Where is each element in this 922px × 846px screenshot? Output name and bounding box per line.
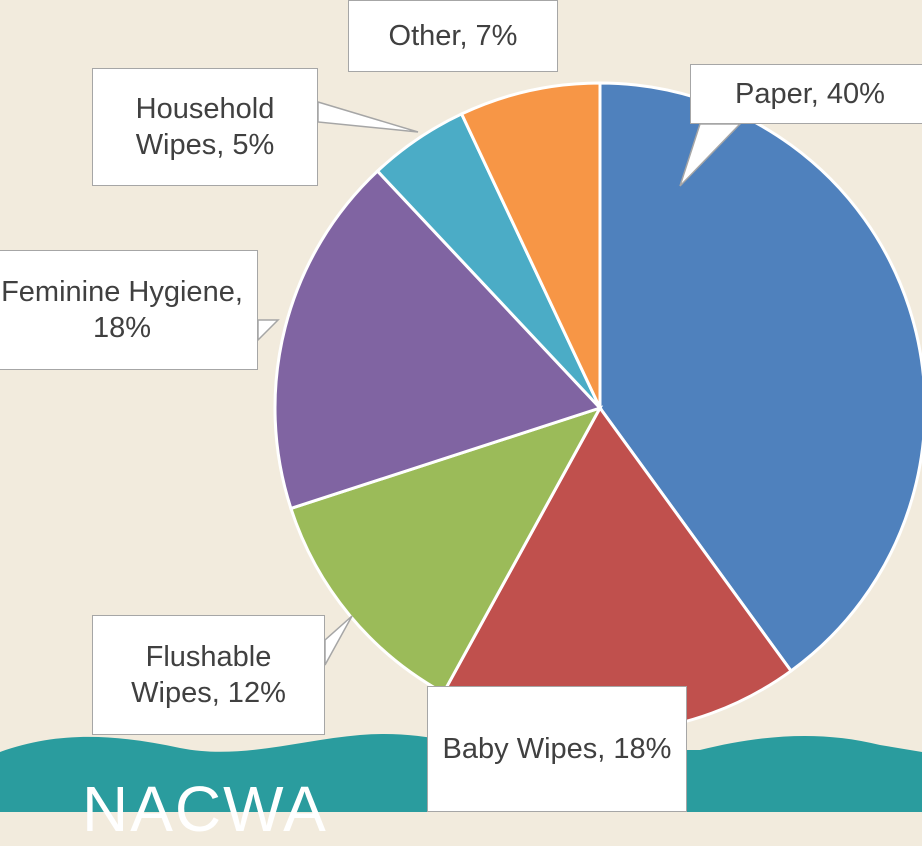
data-label: Other, 7% <box>348 0 558 72</box>
logo: NACWA <box>82 773 328 845</box>
callout-tails <box>257 100 742 666</box>
data-label: Paper, 40% <box>690 64 922 124</box>
pie-slice <box>273 168 603 511</box>
pie-slice <box>289 405 604 695</box>
pie-slice <box>459 81 602 409</box>
data-label: Baby Wipes, 18% <box>427 686 687 812</box>
data-label: Feminine Hygiene, 18% <box>0 250 258 370</box>
pie <box>273 81 922 735</box>
data-label: Flushable Wipes, 12% <box>92 615 325 735</box>
data-label: Household Wipes, 5% <box>92 68 318 186</box>
